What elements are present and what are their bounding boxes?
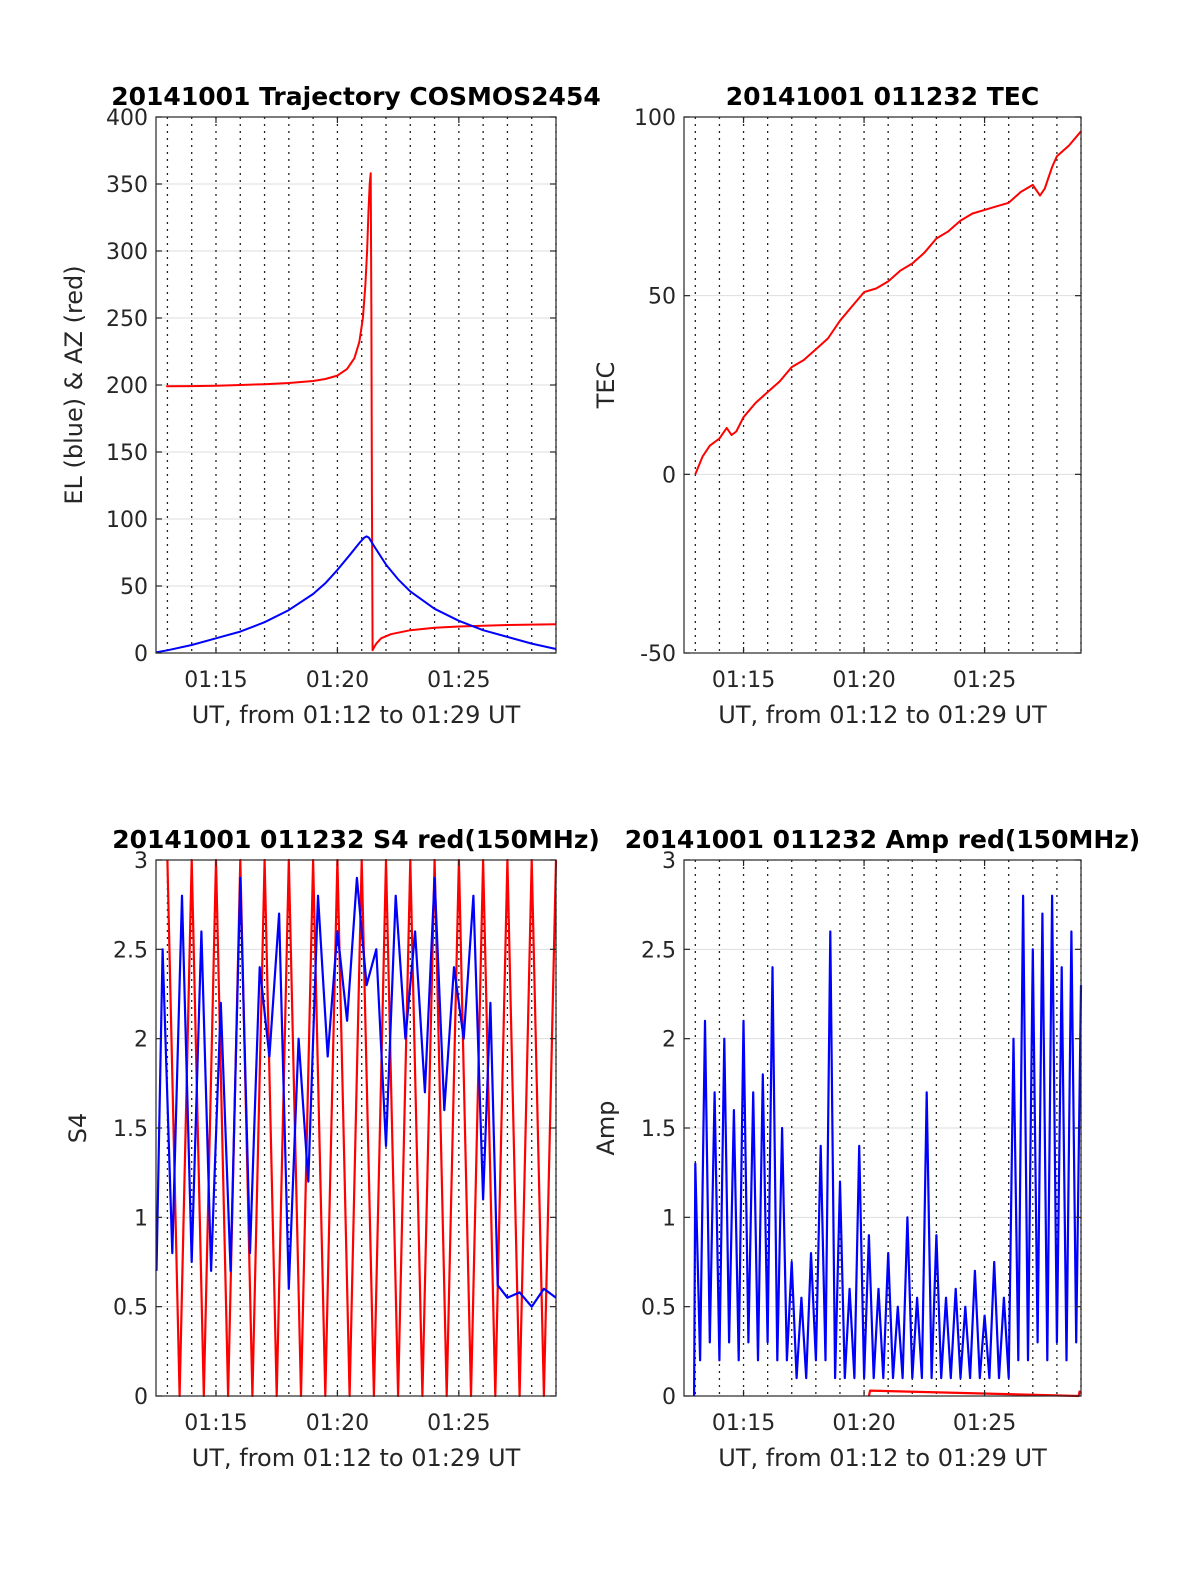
y-axis-label: Amp — [592, 1100, 620, 1155]
y-tick-label: 1.5 — [113, 1117, 148, 1142]
y-tick-label: 0 — [134, 642, 148, 667]
y-axis-label: S4 — [64, 1113, 92, 1144]
y-tick-label: 50 — [120, 575, 148, 600]
y-tick-label: 0 — [134, 1385, 148, 1410]
y-tick-label: 250 — [106, 307, 148, 332]
x-tick-label: 01:25 — [953, 1411, 1016, 1436]
chart-trajectory: 0 50 100 150 200 250 300 350 400 01:15 01:20 01:25 2… — [60, 82, 601, 729]
series-line-0 — [694, 130, 1082, 475]
x-tick-label: 01:25 — [953, 668, 1016, 693]
y-tick-label: 350 — [106, 173, 148, 198]
plot-area — [684, 117, 1081, 653]
chart-title: 20141001 011232 TEC — [726, 82, 1039, 111]
x-tick-label: 01:15 — [184, 1411, 247, 1436]
x-axis-label: UT, from 01:12 to 01:29 UT — [192, 701, 521, 729]
x-tick-label: 01:20 — [832, 1411, 895, 1436]
y-tick-label: 100 — [634, 106, 676, 131]
chart-s4: 0 0.5 1 1.5 2 2.5 3 01:15 01:20 01:25 20141001 011… — [64, 825, 600, 1472]
series-line-0 — [166, 172, 557, 652]
y-tick-label: 150 — [106, 441, 148, 466]
series-line-1 — [155, 535, 557, 654]
x-tick-label: 01:20 — [306, 1411, 369, 1436]
chart-title: 20141001 011232 S4 red(150MHz) — [112, 825, 600, 854]
x-axis-label: UT, from 01:12 to 01:29 UT — [718, 701, 1047, 729]
x-axis-label: UT, from 01:12 to 01:29 UT — [192, 1444, 521, 1472]
y-tick-label: 400 — [106, 106, 148, 131]
y-tick-label: 1 — [134, 1206, 148, 1231]
y-tick-label: 0.5 — [113, 1296, 148, 1321]
y-tick-label: 2 — [662, 1028, 676, 1053]
y-tick-label: 2.5 — [641, 938, 676, 963]
series-line-1 — [867, 1389, 1081, 1398]
y-tick-label: 3 — [662, 849, 676, 874]
y-tick-label: 2.5 — [113, 938, 148, 963]
y-tick-label: 1 — [662, 1206, 676, 1231]
y-tick-label: 100 — [106, 508, 148, 533]
series-line-1 — [155, 876, 557, 1308]
x-tick-label: 01:25 — [427, 668, 490, 693]
x-tick-label: 01:15 — [712, 1411, 775, 1436]
y-tick-label: 3 — [134, 849, 148, 874]
y-tick-label: 0.5 — [641, 1296, 676, 1321]
y-tick-label: 300 — [106, 240, 148, 265]
chart-amp: 0 0.5 1 1.5 2 2.5 3 01:15 01:20 01:25 20141001 011… — [592, 825, 1140, 1472]
x-tick-label: 01:20 — [832, 668, 895, 693]
y-tick-label: 50 — [648, 285, 676, 310]
axes-frame — [683, 116, 1082, 654]
x-tick-label: 01:25 — [427, 1411, 490, 1436]
y-tick-label: 0 — [662, 463, 676, 488]
series-line-0 — [692, 894, 1083, 1397]
y-tick-label: -50 — [640, 642, 676, 667]
chart-title: 20141001 Trajectory COSMOS2454 — [111, 82, 601, 111]
chart-tec: -50 0 50 100 01:15 01:20 01:25 20141001 011232 … — [592, 82, 1082, 729]
chart-title: 20141001 011232 Amp red(150MHz) — [625, 825, 1141, 854]
y-axis-label: TEC — [592, 362, 620, 410]
x-tick-label: 01:15 — [712, 668, 775, 693]
y-tick-label: 200 — [106, 374, 148, 399]
x-tick-label: 01:20 — [306, 668, 369, 693]
y-axis-label: EL (blue) & AZ (red) — [60, 265, 88, 504]
x-tick-label: 01:15 — [184, 668, 247, 693]
y-tick-label: 0 — [662, 1385, 676, 1410]
y-tick-label: 2 — [134, 1028, 148, 1053]
y-tick-label: 1.5 — [641, 1117, 676, 1142]
x-axis-label: UT, from 01:12 to 01:29 UT — [718, 1444, 1047, 1472]
